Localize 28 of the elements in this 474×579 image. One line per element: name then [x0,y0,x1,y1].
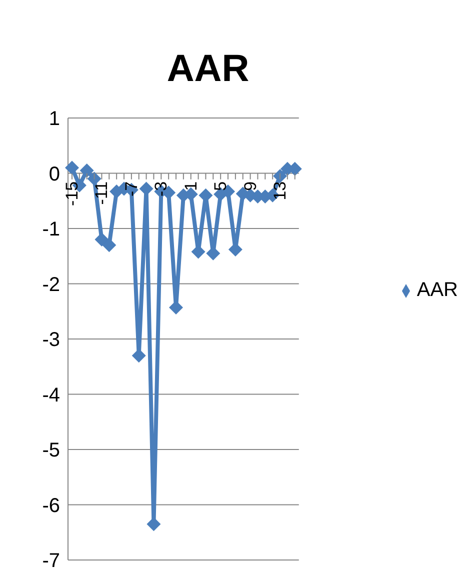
point [146,517,161,532]
point [139,182,154,196]
y-tick-label: 1 [48,108,60,130]
point [273,169,288,184]
y-tick-label: -3 [42,329,60,352]
y-tick-label: -7 [42,550,60,572]
x-tick-label: -7 [122,181,141,196]
x-tick-label: -3 [152,181,171,196]
legend-label: AAR [416,279,458,301]
point [169,300,184,315]
y-tick-label: 0 [48,163,60,186]
x-tick-label: 1 [181,181,200,191]
point [80,163,94,178]
x-tick-label: -15 [62,181,82,206]
y-tick-label: -5 [42,440,60,462]
y-tick-label: -2 [42,274,60,296]
chart-title: AAR [166,48,250,91]
x-tick-label: 5 [211,181,230,191]
point [94,232,109,247]
y-tick-label: -4 [42,384,60,406]
y-tick-label: -1 [42,218,60,241]
y-tick-label: -6 [42,494,60,517]
point [132,348,146,363]
x-tick-label: -11 [92,181,112,205]
point [65,160,79,175]
x-tick-label: 9 [240,181,260,191]
point [102,238,116,252]
x-tick-label: 13 [270,181,290,200]
